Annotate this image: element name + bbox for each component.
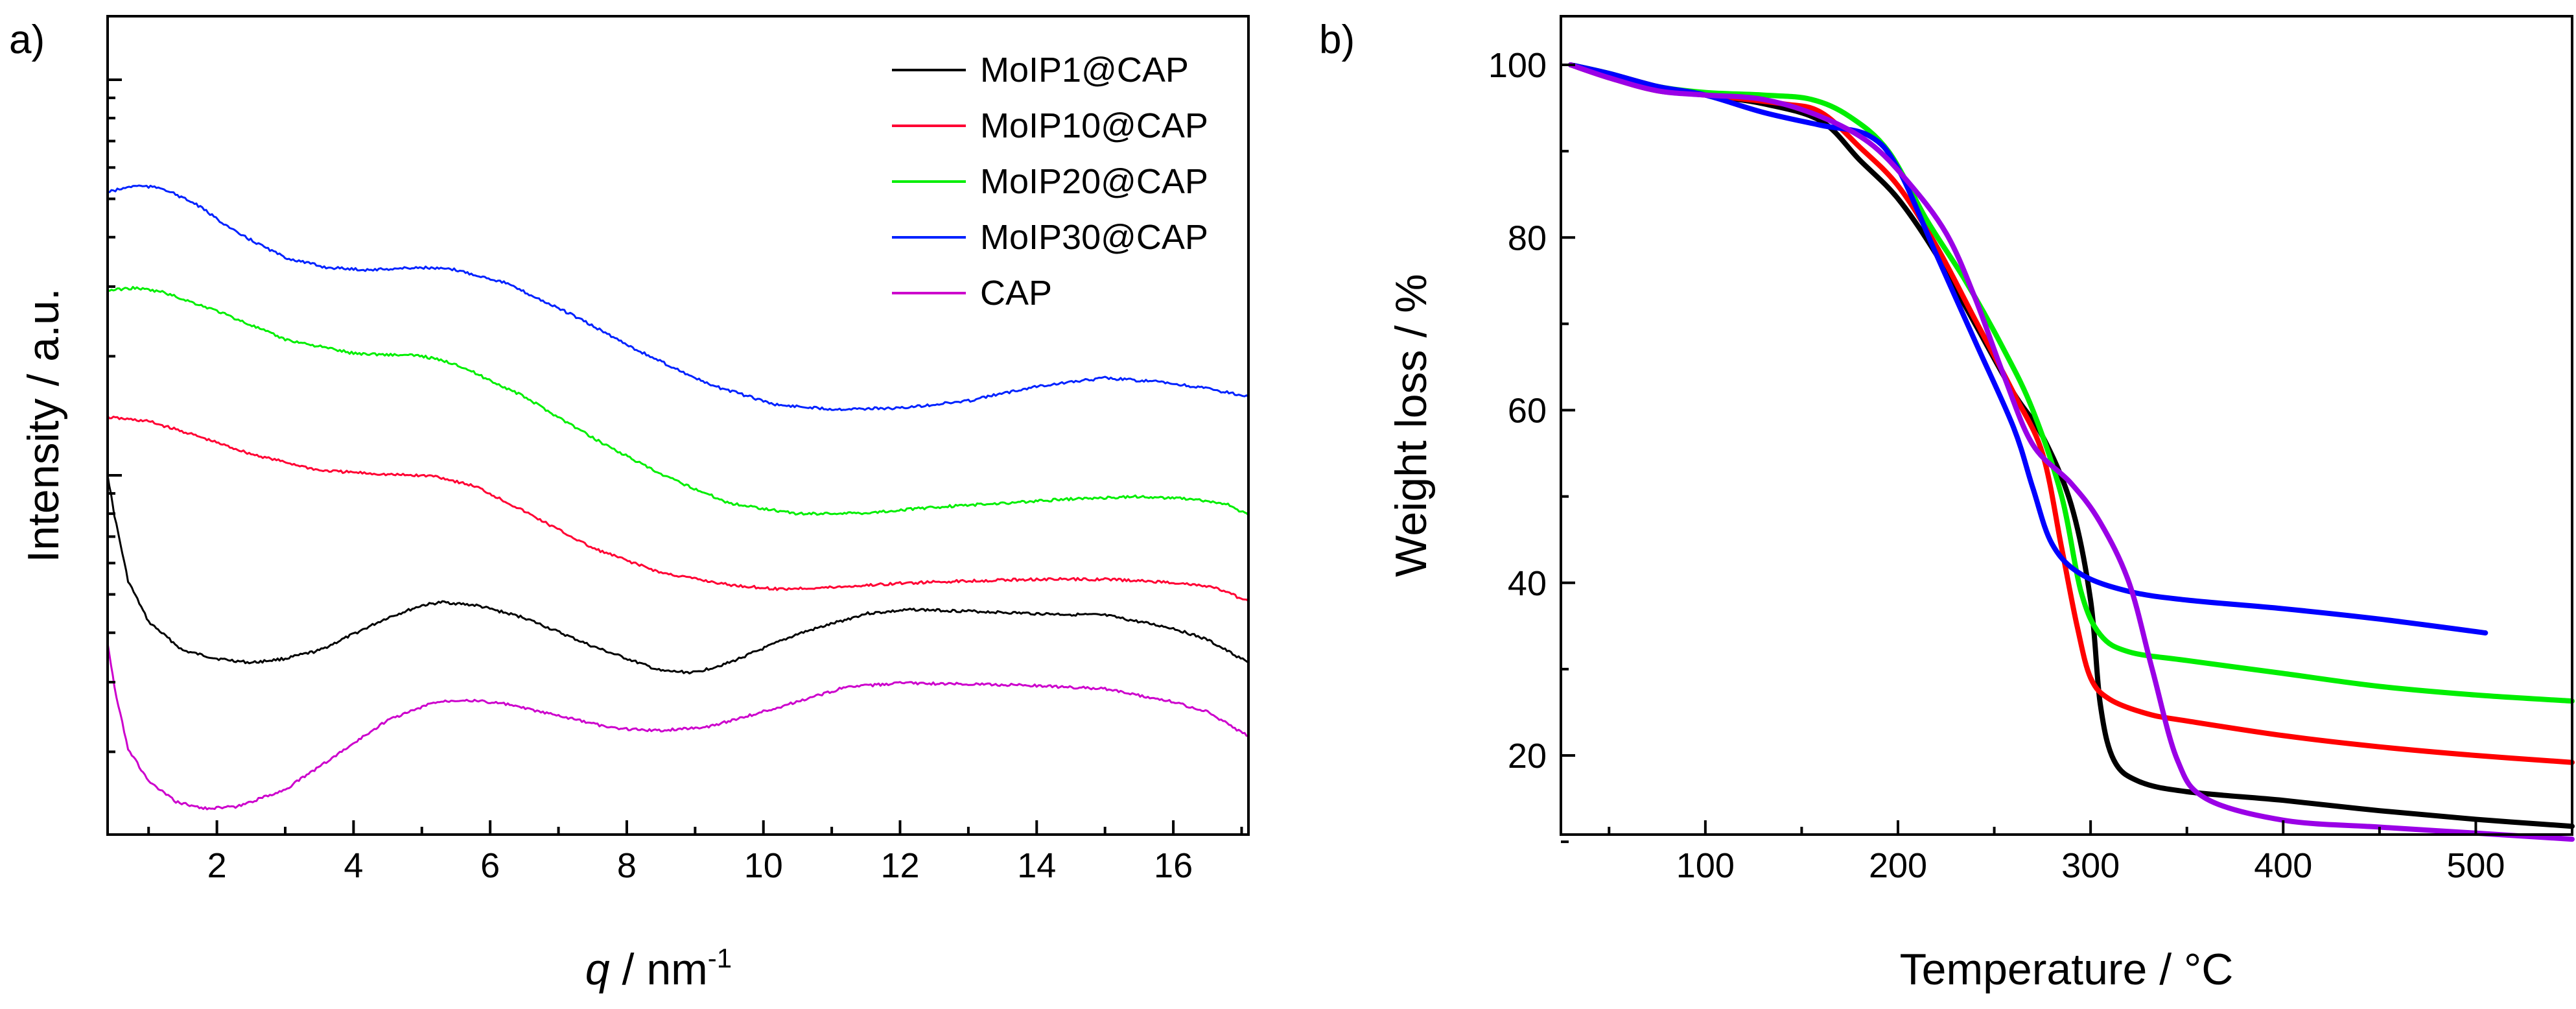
panel-a-legend-label-moip30-cap: MoIP30@CAP bbox=[980, 218, 1208, 257]
panel-b-series-group bbox=[1567, 62, 2575, 842]
panel-b-y-tick-label: 60 bbox=[1508, 392, 1547, 431]
panel-a-series-line-moip10-cap bbox=[106, 415, 1250, 602]
panel-b-x-tick-label: 400 bbox=[2254, 846, 2312, 885]
panel-a-legend-label-moip20-cap: MoIP20@CAP bbox=[980, 162, 1208, 201]
panel-b-y-tick-label: 80 bbox=[1508, 219, 1547, 257]
panel-b-series-line-moip30-cap bbox=[1567, 62, 2488, 635]
panel-a-series-line-moip20-cap bbox=[107, 285, 1250, 516]
panel-a-x-tick-label: 6 bbox=[480, 846, 500, 885]
panel-b-x-tick-label: 100 bbox=[1676, 846, 1735, 885]
panel-b-x-tick-label: 500 bbox=[2446, 846, 2505, 885]
panel-a-y-axis-title: Intensity / a.u. bbox=[19, 288, 68, 562]
panel-b-series-line-moip20-cap bbox=[1567, 62, 2575, 704]
panel-a-legend-label-moip1-cap: MoIP1@CAP bbox=[980, 51, 1189, 89]
panel-b-series-line-moip1-cap bbox=[1567, 62, 2575, 829]
panel-b-y-axis-title: Weight loss / % bbox=[1387, 274, 1436, 576]
panel-a-x-axis-unit: / nm bbox=[610, 945, 708, 994]
panel-a-legend: MoIP1@CAP MoIP10@CAP MoIP20@CAP MoIP30@CAP C… bbox=[892, 51, 1208, 313]
panel-b-x-tick-label: 200 bbox=[1869, 846, 1927, 885]
panel-b-tga-chart: b) 100 200 300 400 500 20 40 60 80 100 Weight los… bbox=[1319, 15, 2575, 994]
panel-b-y-tick-label: 100 bbox=[1488, 46, 1547, 85]
panel-a-label: a) bbox=[9, 18, 45, 62]
panel-a-x-tick-label: 10 bbox=[744, 846, 783, 885]
panel-a-saxs-chart: a) 2 4 6 8 10 12 14 16 MoIP1@CAP MoIP10@CAP MoIP2… bbox=[9, 15, 1250, 994]
panel-a-series-line-moip1-cap bbox=[106, 475, 1249, 674]
panel-a-series-group bbox=[106, 184, 1250, 811]
panel-a-series-line-moip30-cap bbox=[107, 184, 1249, 411]
panel-a-x-axis-title: q / nm-1 bbox=[585, 943, 732, 994]
panel-a-x-tick-label: 16 bbox=[1154, 846, 1193, 885]
panel-b-x-tick-label: 300 bbox=[2061, 846, 2120, 885]
panel-b-x-axis-title: Temperature / °C bbox=[1900, 945, 2234, 994]
panel-a-plot-frame bbox=[106, 15, 1250, 836]
panel-a-x-axis-variable: q bbox=[585, 945, 610, 994]
panel-a-x-tick-label: 2 bbox=[207, 846, 227, 885]
panel-b-plot-frame bbox=[1560, 15, 2573, 836]
panel-a-axes: 2 4 6 8 10 12 14 16 bbox=[108, 78, 1243, 885]
panel-b-y-tick-label: 20 bbox=[1508, 737, 1547, 776]
panel-a-x-tick-label: 4 bbox=[344, 846, 363, 885]
panel-b-series-line-cap bbox=[1567, 62, 2575, 842]
panel-a-legend-label-moip10-cap: MoIP10@CAP bbox=[980, 106, 1208, 145]
panel-b-y-tick-label: 40 bbox=[1508, 564, 1547, 603]
panel-a-series-line-cap bbox=[106, 643, 1249, 811]
panel-b-series-line-moip10-cap bbox=[1567, 62, 2575, 765]
panel-a-x-tick-label: 8 bbox=[617, 846, 637, 885]
panel-b-label: b) bbox=[1319, 18, 1355, 62]
panel-a-x-tick-label: 14 bbox=[1017, 846, 1056, 885]
panel-b-axes: 100 200 300 400 500 20 40 60 80 100 bbox=[1488, 46, 2573, 885]
panel-a-legend-label-cap: CAP bbox=[980, 274, 1052, 313]
panel-a-x-axis-exponent: -1 bbox=[708, 943, 732, 973]
panel-a-x-tick-label: 12 bbox=[880, 846, 919, 885]
